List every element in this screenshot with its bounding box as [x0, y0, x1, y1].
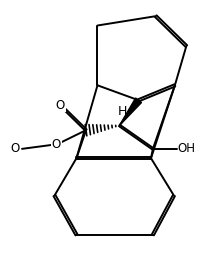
Text: H: H [118, 105, 127, 118]
Text: O: O [52, 138, 61, 151]
Text: O: O [56, 99, 65, 112]
Polygon shape [119, 98, 141, 126]
Text: OH: OH [178, 142, 196, 155]
Text: O: O [11, 142, 20, 155]
